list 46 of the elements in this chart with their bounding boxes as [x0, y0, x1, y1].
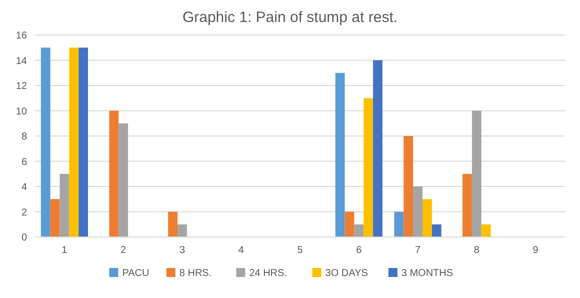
y-tick-label: 14 — [16, 56, 28, 67]
bar — [404, 136, 414, 237]
bar — [344, 212, 354, 237]
x-tick-label: 1 — [62, 245, 68, 256]
y-tick-label: 8 — [21, 132, 28, 142]
y-tick-label: 12 — [16, 81, 28, 92]
x-tick-label: 6 — [356, 245, 362, 256]
bar — [78, 48, 88, 237]
chart-title: Graphic 1: Pain of stump at rest. — [182, 9, 398, 26]
bar — [364, 98, 374, 237]
x-tick-label: 9 — [532, 245, 539, 256]
y-tick-label: 6 — [21, 156, 28, 168]
bar — [69, 48, 79, 237]
bar — [373, 60, 382, 237]
legend-label: 24 HRS. — [249, 268, 287, 279]
legend-label: 3 MONTHS — [401, 268, 454, 279]
bar — [40, 48, 50, 237]
bar — [335, 72, 345, 237]
legend-label: 3O DAYS — [325, 268, 368, 279]
bar — [481, 224, 491, 237]
x-tick-label: 4 — [238, 245, 244, 256]
bar — [432, 224, 442, 237]
bar — [422, 199, 432, 237]
x-tick-label: 2 — [120, 245, 127, 256]
y-tick-label: 2 — [21, 207, 28, 218]
legend-label: 8 HRS. — [179, 268, 212, 279]
bar — [118, 123, 128, 237]
bar — [168, 212, 178, 237]
y-tick-label: 0 — [21, 232, 28, 244]
x-tick-label: 5 — [297, 245, 304, 256]
y-tick-label: 4 — [21, 182, 28, 193]
x-tick-label: 7 — [414, 245, 421, 256]
legend-label: PACU — [122, 268, 150, 279]
x-tick-label: 3 — [179, 245, 186, 256]
bar — [413, 186, 422, 237]
bar — [178, 224, 187, 237]
x-tick-label: 8 — [474, 245, 480, 256]
bar — [472, 110, 482, 237]
bar — [462, 174, 472, 237]
y-tick-label: 16 — [16, 30, 28, 42]
bar — [50, 199, 60, 237]
bar — [109, 110, 119, 237]
y-tick-label: 10 — [16, 106, 28, 118]
bar — [394, 212, 404, 237]
bar — [60, 174, 70, 237]
bar — [354, 224, 364, 237]
